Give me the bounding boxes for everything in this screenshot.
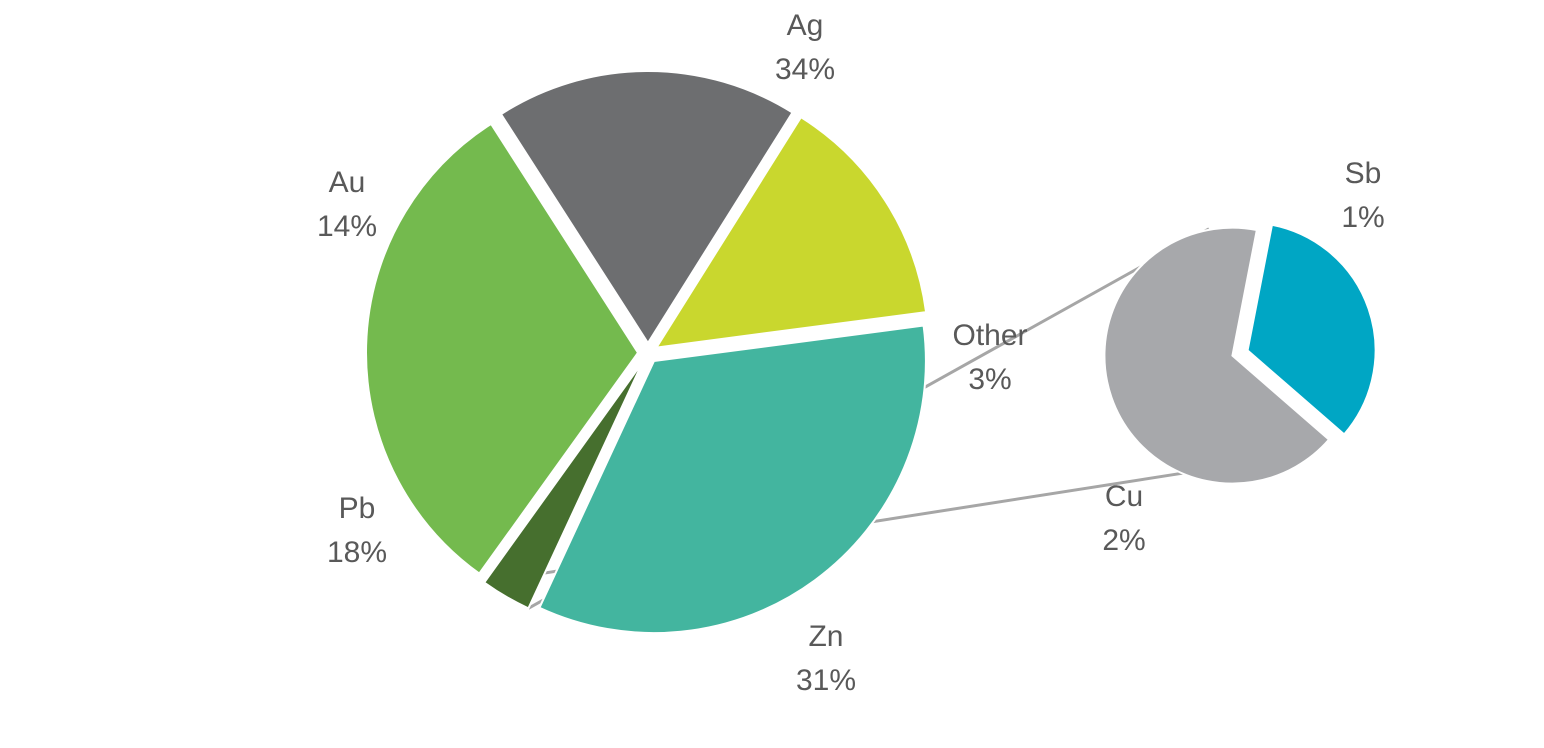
secondary-pie (1103, 223, 1377, 485)
label-name-au: Au (329, 166, 366, 199)
pie-slice-other (482, 361, 644, 610)
pie-slice-pb (499, 70, 794, 345)
pie-slice-zn (365, 122, 640, 576)
label-name-sb: Sb (1345, 157, 1382, 190)
label-value-cu: 2% (1102, 524, 1145, 557)
label-name-other: Other (952, 319, 1027, 352)
label-name-cu: Cu (1105, 480, 1143, 513)
main-pie (365, 70, 928, 635)
pie-slice-sb (1246, 223, 1377, 436)
pie-slice-cu (1103, 226, 1331, 485)
pie-slice-au (654, 115, 928, 349)
label-name-ag: Ag (787, 9, 824, 42)
label-value-au: 14% (317, 210, 377, 243)
label-name-pb: Pb (339, 492, 376, 525)
label-value-sb: 1% (1341, 201, 1384, 234)
label-name-zn: Zn (808, 620, 843, 653)
label-value-pb: 18% (327, 536, 387, 569)
label-value-ag: 34% (775, 53, 835, 86)
slice-labels: Ag 34% Other 3% Zn 31% Pb 18% Au 14% Sb 1% Cu 2% (317, 9, 1385, 697)
label-value-zn: 31% (796, 664, 856, 697)
pie-slice-ag (538, 324, 927, 635)
label-value-other: 3% (968, 363, 1011, 396)
